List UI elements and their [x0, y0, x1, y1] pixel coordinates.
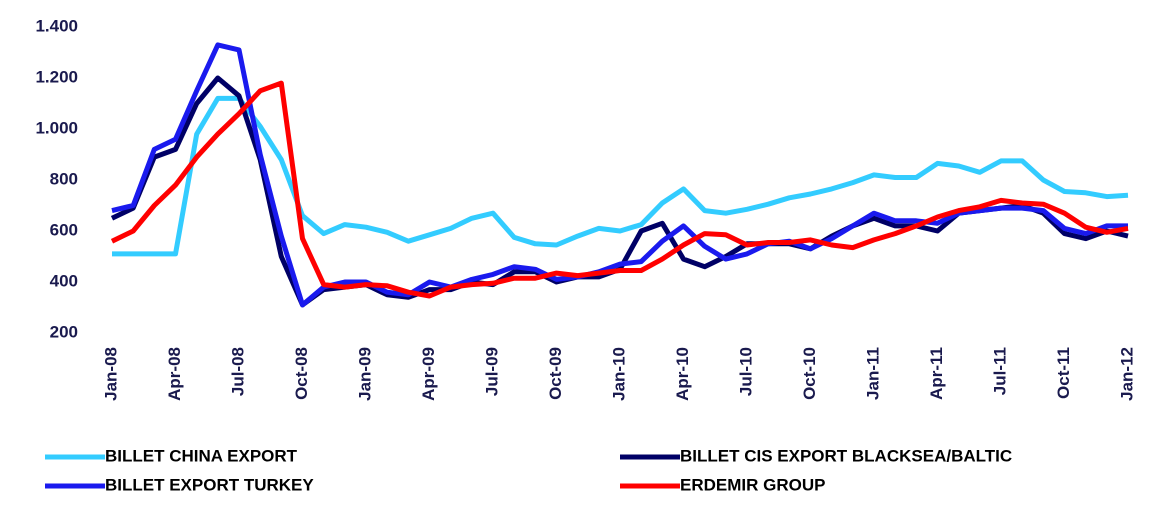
- legend-label: BILLET CHINA EXPORT: [105, 446, 298, 465]
- x-tick-label: Jan-08: [101, 347, 120, 401]
- x-tick-label: Apr-08: [165, 347, 184, 401]
- x-tick-label: Jan-10: [609, 347, 628, 401]
- x-tick-label: Apr-11: [927, 347, 946, 400]
- x-tick-label: Jul-11: [990, 347, 1009, 395]
- series-line: [111, 42, 1128, 308]
- y-tick-label: 200: [50, 322, 78, 341]
- y-tick-label: 600: [50, 220, 78, 239]
- x-tick-label: Jul-08: [228, 347, 247, 396]
- x-tick-label: Oct-09: [546, 347, 565, 400]
- legend-label: BILLET CIS EXPORT BLACKSEA/BALTIC: [680, 446, 1012, 465]
- y-tick-label: 1.200: [35, 67, 78, 86]
- series-line: [110, 80, 1129, 299]
- y-tick-label: 800: [50, 169, 78, 188]
- x-tick-label: Jan-09: [355, 347, 374, 401]
- y-tick-label: 400: [50, 271, 78, 290]
- x-tick-label: Apr-10: [673, 347, 692, 401]
- legend-label: ERDEMIR GROUP: [680, 475, 825, 494]
- x-tick-label: Oct-08: [292, 347, 311, 400]
- y-tick-label: 1.000: [35, 118, 78, 137]
- y-tick-label: 1.400: [35, 16, 78, 35]
- x-tick-label: Jul-10: [736, 347, 755, 396]
- x-tick-label: Oct-10: [800, 347, 819, 400]
- series-line: [112, 95, 1129, 257]
- x-tick-label: Jan-12: [1117, 347, 1136, 401]
- legend-label: BILLET EXPORT TURKEY: [105, 475, 314, 494]
- x-tick-label: Oct-11: [1054, 347, 1073, 399]
- x-tick-label: Jan-11: [863, 347, 882, 400]
- x-tick-label: Apr-09: [419, 347, 438, 401]
- x-tick-label: Jul-09: [482, 347, 501, 396]
